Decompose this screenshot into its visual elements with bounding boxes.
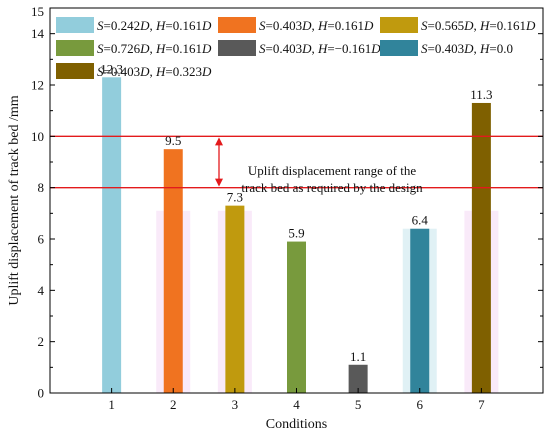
x-tick-label-2: 2 (170, 397, 177, 412)
bar-1 (102, 77, 122, 394)
shadow-bars-layer (156, 210, 499, 393)
y-tick-label-4: 4 (38, 283, 45, 298)
y-tick-label-15: 15 (31, 4, 44, 19)
y-tick-label-8: 8 (38, 180, 45, 195)
legend-entry-6: S=0.403D, H=0.0 (421, 41, 513, 56)
annotation-line-2: track bed as required by the design (241, 180, 423, 195)
x-axis-title: Conditions (266, 417, 327, 432)
bar-2 (163, 149, 183, 393)
legend-swatch-4 (56, 40, 94, 56)
legend-swatch-2 (218, 17, 256, 33)
y-tick-label-12: 12 (31, 78, 44, 93)
range-arrow-head-bottom (215, 178, 223, 187)
legend-entry-3: S=0.565D, H=0.161D (421, 18, 536, 33)
x-tick-label-3: 3 (232, 397, 239, 412)
y-tick-label-0: 0 (38, 386, 45, 401)
data-label-2: 9.5 (165, 133, 181, 148)
legend-entry-7: S=0.403D, H=0.323D (97, 64, 212, 79)
bar-7 (471, 102, 491, 393)
legend-entry-2: S=0.403D, H=0.161D (259, 18, 374, 33)
range-arrow-head-top (215, 137, 223, 146)
legend-entry-4: S=0.726D, H=0.161D (97, 41, 212, 56)
legend-swatch-1 (56, 17, 94, 33)
reference-lines (50, 135, 543, 189)
x-tick-label-4: 4 (293, 397, 300, 412)
y-tick-label-2: 2 (38, 334, 45, 349)
annotation-line-1: Uplift displacement range of the (248, 163, 416, 178)
y-tick-label-10: 10 (31, 129, 44, 144)
data-label-5: 1.1 (350, 349, 366, 364)
y-tick-label-14: 14 (31, 26, 45, 41)
data-labels: 12.3 9.5 7.3 5.9 1.1 6.4 11.3 (100, 61, 492, 363)
legend-swatch-3 (380, 17, 418, 33)
y-tick-label-6: 6 (38, 232, 45, 247)
x-tick-label-1: 1 (108, 397, 115, 412)
x-tick-label-5: 5 (355, 397, 362, 412)
data-label-7: 11.3 (470, 87, 492, 102)
bar-4 (287, 241, 306, 393)
legend-swatch-7 (56, 63, 94, 79)
legend-swatch-5 (218, 40, 256, 56)
range-annotation: Uplift displacement range of the track be… (241, 163, 423, 195)
data-label-1: 12.3 (100, 61, 123, 76)
data-label-3: 7.3 (227, 190, 243, 205)
y-axis-title: Uplift displacement of track bed /mm (7, 95, 22, 305)
bar-5 (348, 364, 368, 393)
legend-entry-5: S=0.403D, H=−0.161D (259, 41, 381, 56)
legend: S=0.242D, H=0.161D S=0.403D, H=0.161D S=0.… (56, 17, 536, 79)
legend-swatch-6 (380, 40, 418, 56)
legend-entry-1: S=0.242D, H=0.161D (97, 18, 212, 33)
bar-3 (225, 205, 245, 393)
data-label-6: 6.4 (412, 213, 429, 228)
bars-layer (102, 77, 491, 394)
range-arrow (215, 137, 223, 187)
data-label-4: 5.9 (288, 226, 304, 241)
bar-6 (410, 228, 430, 393)
x-tick-label-6: 6 (417, 397, 424, 412)
x-tick-label-7: 7 (478, 397, 485, 412)
